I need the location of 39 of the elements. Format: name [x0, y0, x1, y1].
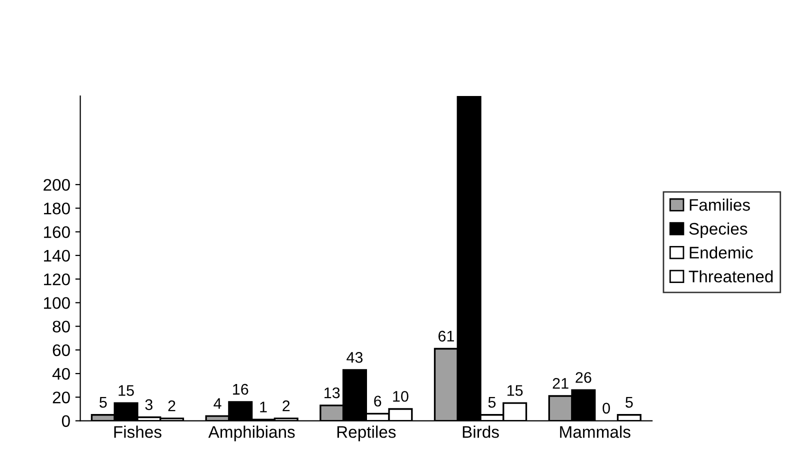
- data-label: 10: [393, 390, 408, 402]
- data-label: 1: [260, 402, 267, 412]
- data-label: 2: [282, 400, 290, 412]
- legend-label: Species: [689, 222, 748, 238]
- data-label: 43: [346, 352, 363, 363]
- data-label: 15: [507, 385, 523, 396]
- data-label: 2: [168, 400, 176, 412]
- data-label: 16: [233, 384, 248, 395]
- data-label: 4: [214, 398, 222, 409]
- x-tick-label: Mammals: [560, 426, 630, 438]
- data-label: 15: [118, 385, 134, 396]
- y-tick-label: 20: [52, 392, 70, 404]
- y-tick-label: 180: [44, 202, 70, 214]
- y-tick-label: 40: [52, 368, 70, 380]
- x-tick-label: Fishes: [114, 426, 162, 438]
- legend-label: Families: [690, 198, 750, 211]
- data-label: 5: [488, 397, 496, 408]
- y-tick-label: 80: [52, 320, 70, 333]
- legend-label: Threatened: [688, 270, 773, 282]
- y-tick-label: 60: [52, 344, 70, 356]
- data-label: 21: [552, 378, 568, 389]
- y-tick-label: 0: [62, 415, 70, 427]
- x-tick-label: Birds: [462, 426, 499, 438]
- y-tick-label: 100: [44, 297, 70, 309]
- y-tick-label: 200: [44, 178, 70, 191]
- y-tick-label: 140: [44, 250, 70, 262]
- x-tick-label: Reptiles: [337, 426, 396, 442]
- data-label: 3: [145, 399, 152, 410]
- legend-label: Endemic: [690, 246, 753, 259]
- y-tick-label: 160: [44, 226, 70, 238]
- y-tick-label: 120: [44, 273, 70, 286]
- data-label: 5: [100, 397, 107, 408]
- data-label: 0: [602, 402, 610, 414]
- data-label: 26: [576, 372, 592, 383]
- data-label: 61: [438, 330, 454, 342]
- data-label: 6: [374, 396, 382, 407]
- data-label: 13: [324, 387, 340, 398]
- data-label: 5: [626, 397, 633, 408]
- x-tick-label: Amphibians: [208, 426, 295, 442]
